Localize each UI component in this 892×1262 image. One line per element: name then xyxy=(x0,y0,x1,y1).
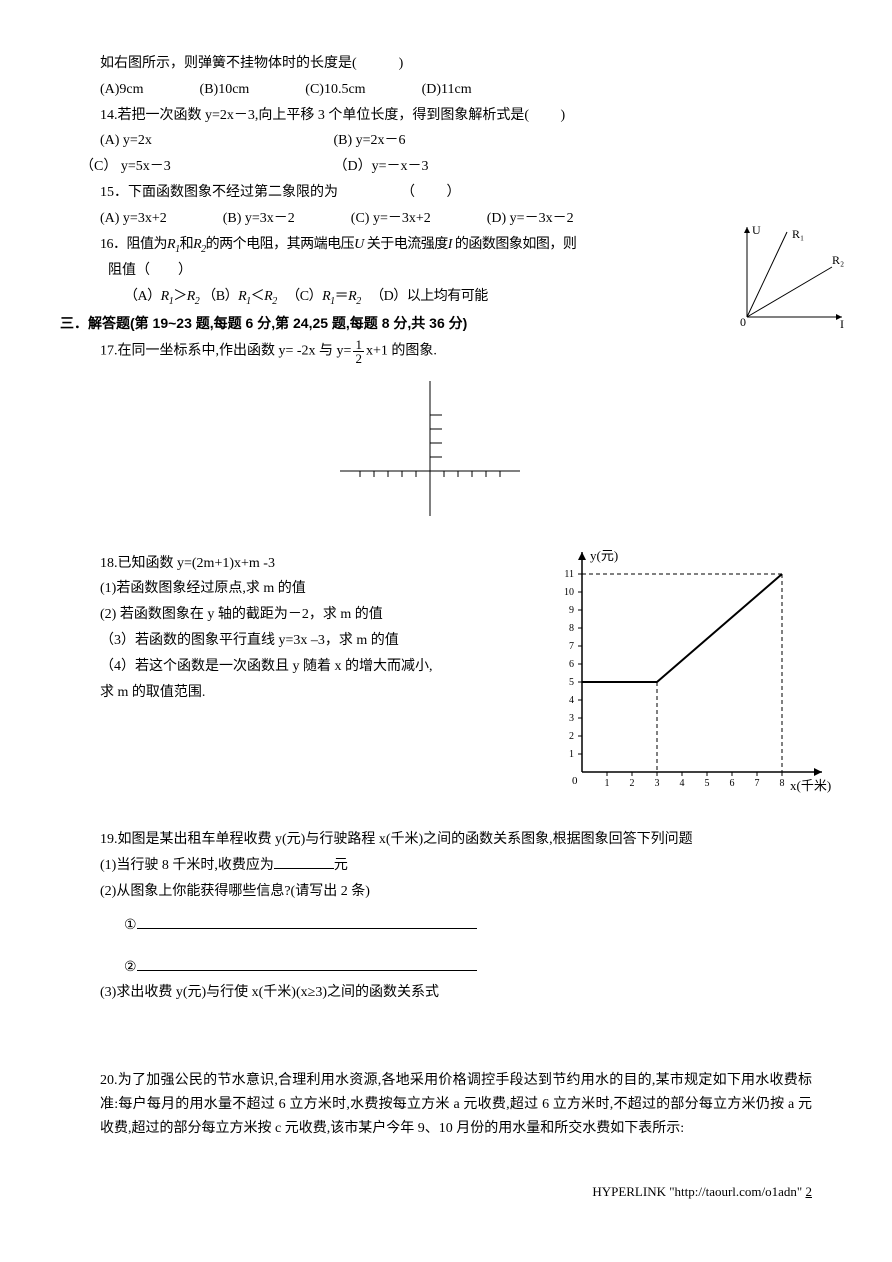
svg-text:8: 8 xyxy=(569,623,574,634)
q17-diagram xyxy=(330,371,530,521)
svg-text:7: 7 xyxy=(569,641,574,652)
q19-p1: (1)当行驶 8 千米时,收费应为 元 xyxy=(100,854,812,878)
q19-blank3[interactable] xyxy=(137,957,477,971)
q18-l3: (2) 若函数图象在 y 轴的截距为－2，求 m 的值 xyxy=(100,603,470,627)
q14-row2: （C） y=5x－3 （D）y=－x－3 xyxy=(80,155,812,179)
q17-b: x+1 的图象. xyxy=(366,343,437,358)
q17-frac: 12 xyxy=(353,338,364,365)
svg-text:4: 4 xyxy=(569,695,574,706)
svg-text:3: 3 xyxy=(569,713,574,724)
section3-head: 三．解答题(第 19~23 题,每题 6 分,第 24,25 题,每题 8 分,… xyxy=(60,312,812,336)
svg-text:6: 6 xyxy=(730,778,735,789)
q16-stem2: 阻值（ ） xyxy=(100,259,812,283)
q16-diag-O: 0 xyxy=(740,315,746,329)
svg-text:2: 2 xyxy=(569,731,574,742)
q14-optC: （C） y=5x－3 xyxy=(80,155,330,179)
svg-text:8: 8 xyxy=(780,778,785,789)
q18-l5: （4）若这个函数是一次函数且 y 随着 x 的增大而减小, xyxy=(100,655,470,679)
svg-text:2: 2 xyxy=(630,778,635,789)
q14-stem: 14.若把一次函数 y=2x－3,向上平移 3 个单位长度，得到图象解析式是( … xyxy=(100,104,812,128)
svg-text:4: 4 xyxy=(680,778,685,789)
q18-l2: (1)若函数图象经过原点,求 m 的值 xyxy=(100,577,470,601)
q-pre-opts: (A)9cm (B)10cm (C)10.5cm (D)11cm xyxy=(100,78,812,102)
q18-origin: 0 xyxy=(572,775,578,787)
q16-diag-R1: R₁ xyxy=(792,227,804,241)
q16-stem: 16．阻值为R1和R2的两个电阻，其两端电压U 关于电流强度I 的函数图象如图，… xyxy=(100,233,812,258)
q14-row1: (A) y=2x (B) y=2x－6 xyxy=(100,129,812,153)
footer: HYPERLINK "http://taourl.com/o1adn" 2 xyxy=(100,1181,812,1203)
svg-text:11: 11 xyxy=(564,569,574,580)
q19-c1-label: ① xyxy=(124,918,137,933)
q18-block: 18.已知函数 y=(2m+1)x+m -3 (1)若函数图象经过原点,求 m … xyxy=(100,552,812,705)
svg-text:6: 6 xyxy=(569,659,574,670)
q15-opts: (A) y=3x+2 (B) y=3x－2 (C) y=－3x+2 (D) y=… xyxy=(100,207,812,231)
q19-c2-label: ② xyxy=(124,960,137,975)
q16-t2: 和 xyxy=(180,237,194,252)
q18-ylabel: y(元) xyxy=(590,548,618,563)
q19-p3: (3)求出收费 y(元)与行使 x(千米)(x≥3)之间的函数关系式 xyxy=(100,981,812,1005)
q16-t3: 的两个电阻，其两端电压 xyxy=(206,237,355,252)
q14-optA: (A) y=2x xyxy=(100,129,330,153)
q16-t4: 关于电流强度 xyxy=(364,237,448,252)
q18-l6: 求 m 的取值范围. xyxy=(100,681,470,705)
q18-xlabel: x(千米) xyxy=(790,778,831,793)
svg-text:3: 3 xyxy=(655,778,660,789)
q19-p2: (2)从图象上你能获得哪些信息?(请写出 2 条) xyxy=(100,880,812,904)
q19-stem: 19.如图是某出租车单程收费 y(元)与行驶路程 x(千米)之间的函数关系图象,… xyxy=(100,828,812,852)
svg-text:9: 9 xyxy=(569,605,574,616)
svg-text:7: 7 xyxy=(755,778,760,789)
q19-c1: ① xyxy=(100,914,812,938)
q19-blank2[interactable] xyxy=(137,915,477,929)
q16-optA-pre: （A） xyxy=(124,289,161,304)
q16-t1: 16．阻值为 xyxy=(100,237,167,252)
q18-l1: 18.已知函数 y=(2m+1)x+m -3 xyxy=(100,552,470,576)
q16-diag-R2: R₂ xyxy=(832,253,844,267)
q-pre-stem: 如右图所示，则弹簧不挂物体时的长度是( ) xyxy=(100,52,812,76)
q19-c2: ② xyxy=(100,956,812,980)
svg-text:10: 10 xyxy=(564,587,574,598)
q18-l4: （3）若函数的图象平行直线 y=3x –3，求 m 的值 xyxy=(100,629,470,653)
q15-stem: 15．下面函数图象不经过第二象限的为 （ ） xyxy=(100,181,812,205)
q16-R1: R1 xyxy=(167,237,180,252)
svg-text:5: 5 xyxy=(705,778,710,789)
q16-t5: 的函数图象如图，则 xyxy=(452,237,577,252)
q17-a: 17.在同一坐标系中,作出函数 y= -2x 与 y= xyxy=(100,343,351,358)
q14-optB: (B) y=2x－6 xyxy=(334,133,406,148)
q19-p1a: (1)当行驶 8 千米时,收费应为 xyxy=(100,858,274,873)
q16-R2: R2 xyxy=(193,237,206,252)
q19-p1b: 元 xyxy=(334,858,348,873)
q16-optD: （D）以上均有可能 xyxy=(377,289,488,304)
svg-text:1: 1 xyxy=(605,778,610,789)
q16-diagram: R₁ R₂ U I 0 xyxy=(732,222,852,332)
q16-optB-pre: （B） xyxy=(202,289,238,304)
q16-opts: （A）R1＞R2 （B）R1＜R2 （C）R1＝R2 （D）以上均有可能 xyxy=(100,285,812,310)
q16-diag-U: U xyxy=(752,223,761,237)
q14-optD: （D）y=－x－3 xyxy=(334,159,429,174)
footer-link-label: HYPERLINK "http://taourl.com/o1adn" xyxy=(592,1184,805,1199)
svg-text:5: 5 xyxy=(569,677,574,688)
footer-page: 2 xyxy=(806,1184,813,1199)
q17-stem: 17.在同一坐标系中,作出函数 y= -2x 与 y=12x+1 的图象. xyxy=(100,338,812,365)
q16-U: U xyxy=(354,237,364,252)
q16-diag-I: I xyxy=(840,317,844,331)
q16-optC-pre: （C） xyxy=(293,289,322,304)
q18-diagram: y(元) x(千米) 0 1234567891011 12345678 xyxy=(542,542,842,812)
q20-text: 20.为了加强公民的节水意识,合理利用水资源,各地采用价格调控手段达到节约用水的… xyxy=(100,1069,812,1140)
q19-blank1[interactable] xyxy=(274,855,334,869)
svg-text:1: 1 xyxy=(569,749,574,760)
